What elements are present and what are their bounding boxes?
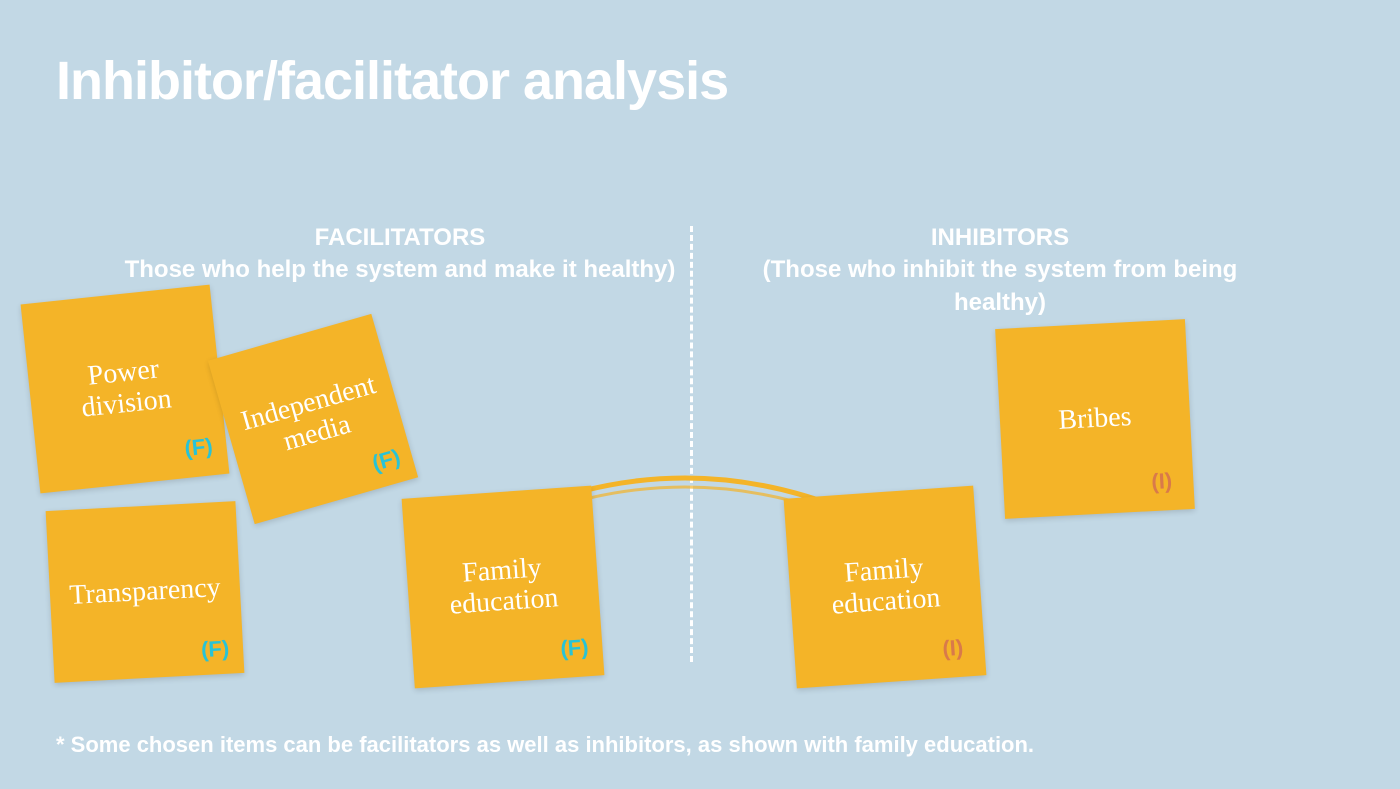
sticky-tag: (F) [560, 634, 590, 662]
inhibitors-header: INHIBITORS (Those who inhibit the system… [720, 222, 1280, 319]
inhibitors-subheading: (Those who inhibit the system from being… [720, 254, 1280, 319]
sticky-label: Transparency [61, 572, 230, 612]
sticky-tag: (F) [369, 444, 403, 477]
sticky-tag: (F) [183, 433, 214, 462]
sticky-note-family-education-f: Familyeducation (F) [402, 486, 605, 689]
diagram-canvas: Inhibitor/facilitator analysis FACILITAT… [0, 0, 1400, 789]
facilitators-heading: FACILITATORS [120, 222, 680, 254]
sticky-tag: (I) [942, 635, 965, 662]
sticky-note-transparency: Transparency (F) [46, 501, 245, 683]
sticky-label: Familyeducation [439, 552, 568, 622]
sticky-label: Bribes [1050, 401, 1141, 436]
sticky-note-power-division: Powerdivision(F) [21, 285, 230, 494]
sticky-tag: (I) [1151, 468, 1173, 495]
sticky-note-family-education-i: Familyeducation (I) [784, 486, 987, 689]
sticky-label: Familyeducation [821, 552, 950, 622]
sticky-tag: (F) [200, 636, 229, 663]
footnote: * Some chosen items can be facilitators … [56, 732, 1034, 758]
facilitators-subheading: Those who help the system and make it he… [120, 254, 680, 286]
sticky-note-independent-media: Independentmedia(F) [208, 314, 418, 524]
page-title: Inhibitor/facilitator analysis [56, 50, 728, 112]
sticky-note-bribes: Bribes (I) [995, 319, 1195, 519]
sticky-label: Powerdivision [69, 353, 181, 425]
inhibitors-heading: INHIBITORS [720, 222, 1280, 254]
facilitators-header: FACILITATORS Those who help the system a… [120, 222, 680, 287]
